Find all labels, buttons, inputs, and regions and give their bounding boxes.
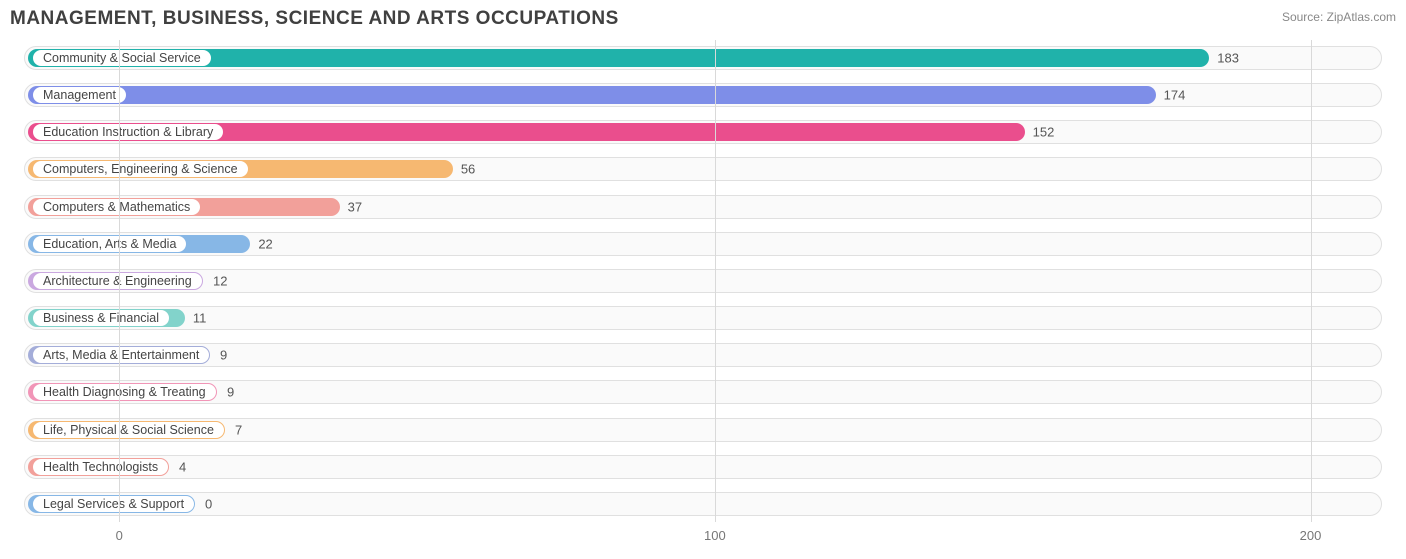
category-label: Business & Financial bbox=[32, 309, 170, 327]
value-label: 12 bbox=[213, 273, 227, 288]
value-label: 4 bbox=[179, 459, 186, 474]
category-label: Legal Services & Support bbox=[32, 495, 195, 513]
bar-row: Arts, Media & Entertainment 9 bbox=[24, 341, 1382, 369]
bar-row: Life, Physical & Social Science 7 bbox=[24, 416, 1382, 444]
bar-track bbox=[24, 306, 1382, 330]
value-label: 9 bbox=[227, 385, 234, 400]
bar-row: Legal Services & Support 0 bbox=[24, 490, 1382, 518]
bar-row: Health Diagnosing & Treating 9 bbox=[24, 378, 1382, 406]
x-axis: 0 100 200 bbox=[24, 526, 1382, 550]
header: MANAGEMENT, BUSINESS, SCIENCE AND ARTS O… bbox=[10, 8, 1396, 30]
category-label: Management bbox=[32, 86, 127, 104]
value-label: 56 bbox=[461, 162, 475, 177]
category-label: Arts, Media & Entertainment bbox=[32, 346, 210, 364]
bar-row: Business & Financial 11 bbox=[24, 304, 1382, 332]
category-label: Education, Arts & Media bbox=[32, 235, 187, 253]
bar-row: Computers & Mathematics 37 bbox=[24, 193, 1382, 221]
bar-row: Community & Social Service 183 bbox=[24, 44, 1382, 72]
value-label: 22 bbox=[258, 236, 272, 251]
gridline bbox=[715, 40, 716, 522]
bar-row: Health Technologists 4 bbox=[24, 453, 1382, 481]
bar-row: Computers, Engineering & Science 56 bbox=[24, 155, 1382, 183]
category-label: Life, Physical & Social Science bbox=[32, 421, 225, 439]
value-label: 183 bbox=[1217, 51, 1239, 66]
category-label: Health Diagnosing & Treating bbox=[32, 383, 217, 401]
category-label: Education Instruction & Library bbox=[32, 123, 224, 141]
value-label: 152 bbox=[1033, 125, 1055, 140]
value-label: 9 bbox=[220, 348, 227, 363]
occupations-bar-chart: Community & Social Service 183 Management 1… bbox=[10, 40, 1396, 550]
x-axis-tick: 200 bbox=[1300, 528, 1322, 543]
bar-track bbox=[24, 455, 1382, 479]
bar bbox=[28, 86, 1156, 104]
gridline bbox=[119, 40, 120, 522]
source-name: ZipAtlas.com bbox=[1327, 10, 1396, 24]
bar-row: Education, Arts & Media 22 bbox=[24, 230, 1382, 258]
source-attribution: Source: ZipAtlas.com bbox=[1282, 8, 1396, 24]
category-label: Health Technologists bbox=[32, 458, 169, 476]
value-label: 0 bbox=[205, 496, 212, 511]
value-label: 174 bbox=[1164, 88, 1186, 103]
bar-row: Architecture & Engineering 12 bbox=[24, 267, 1382, 295]
bar-track bbox=[24, 492, 1382, 516]
bar-track bbox=[24, 269, 1382, 293]
category-label: Computers & Mathematics bbox=[32, 198, 201, 216]
bar-track bbox=[24, 343, 1382, 367]
x-axis-tick: 0 bbox=[116, 528, 123, 543]
source-prefix: Source: bbox=[1282, 10, 1327, 24]
value-label: 37 bbox=[348, 199, 362, 214]
x-axis-tick: 100 bbox=[704, 528, 726, 543]
value-label: 7 bbox=[235, 422, 242, 437]
bar-row: Education Instruction & Library 152 bbox=[24, 118, 1382, 146]
plot-area: Community & Social Service 183 Management 1… bbox=[24, 40, 1382, 522]
gridline bbox=[1311, 40, 1312, 522]
chart-title: MANAGEMENT, BUSINESS, SCIENCE AND ARTS O… bbox=[10, 8, 619, 30]
category-label: Computers, Engineering & Science bbox=[32, 160, 249, 178]
category-label: Architecture & Engineering bbox=[32, 272, 203, 290]
bar-row: Management 174 bbox=[24, 81, 1382, 109]
value-label: 11 bbox=[193, 311, 207, 326]
bar-track bbox=[24, 418, 1382, 442]
bar-rows-container: Community & Social Service 183 Management 1… bbox=[24, 44, 1382, 518]
category-label: Community & Social Service bbox=[32, 49, 212, 67]
